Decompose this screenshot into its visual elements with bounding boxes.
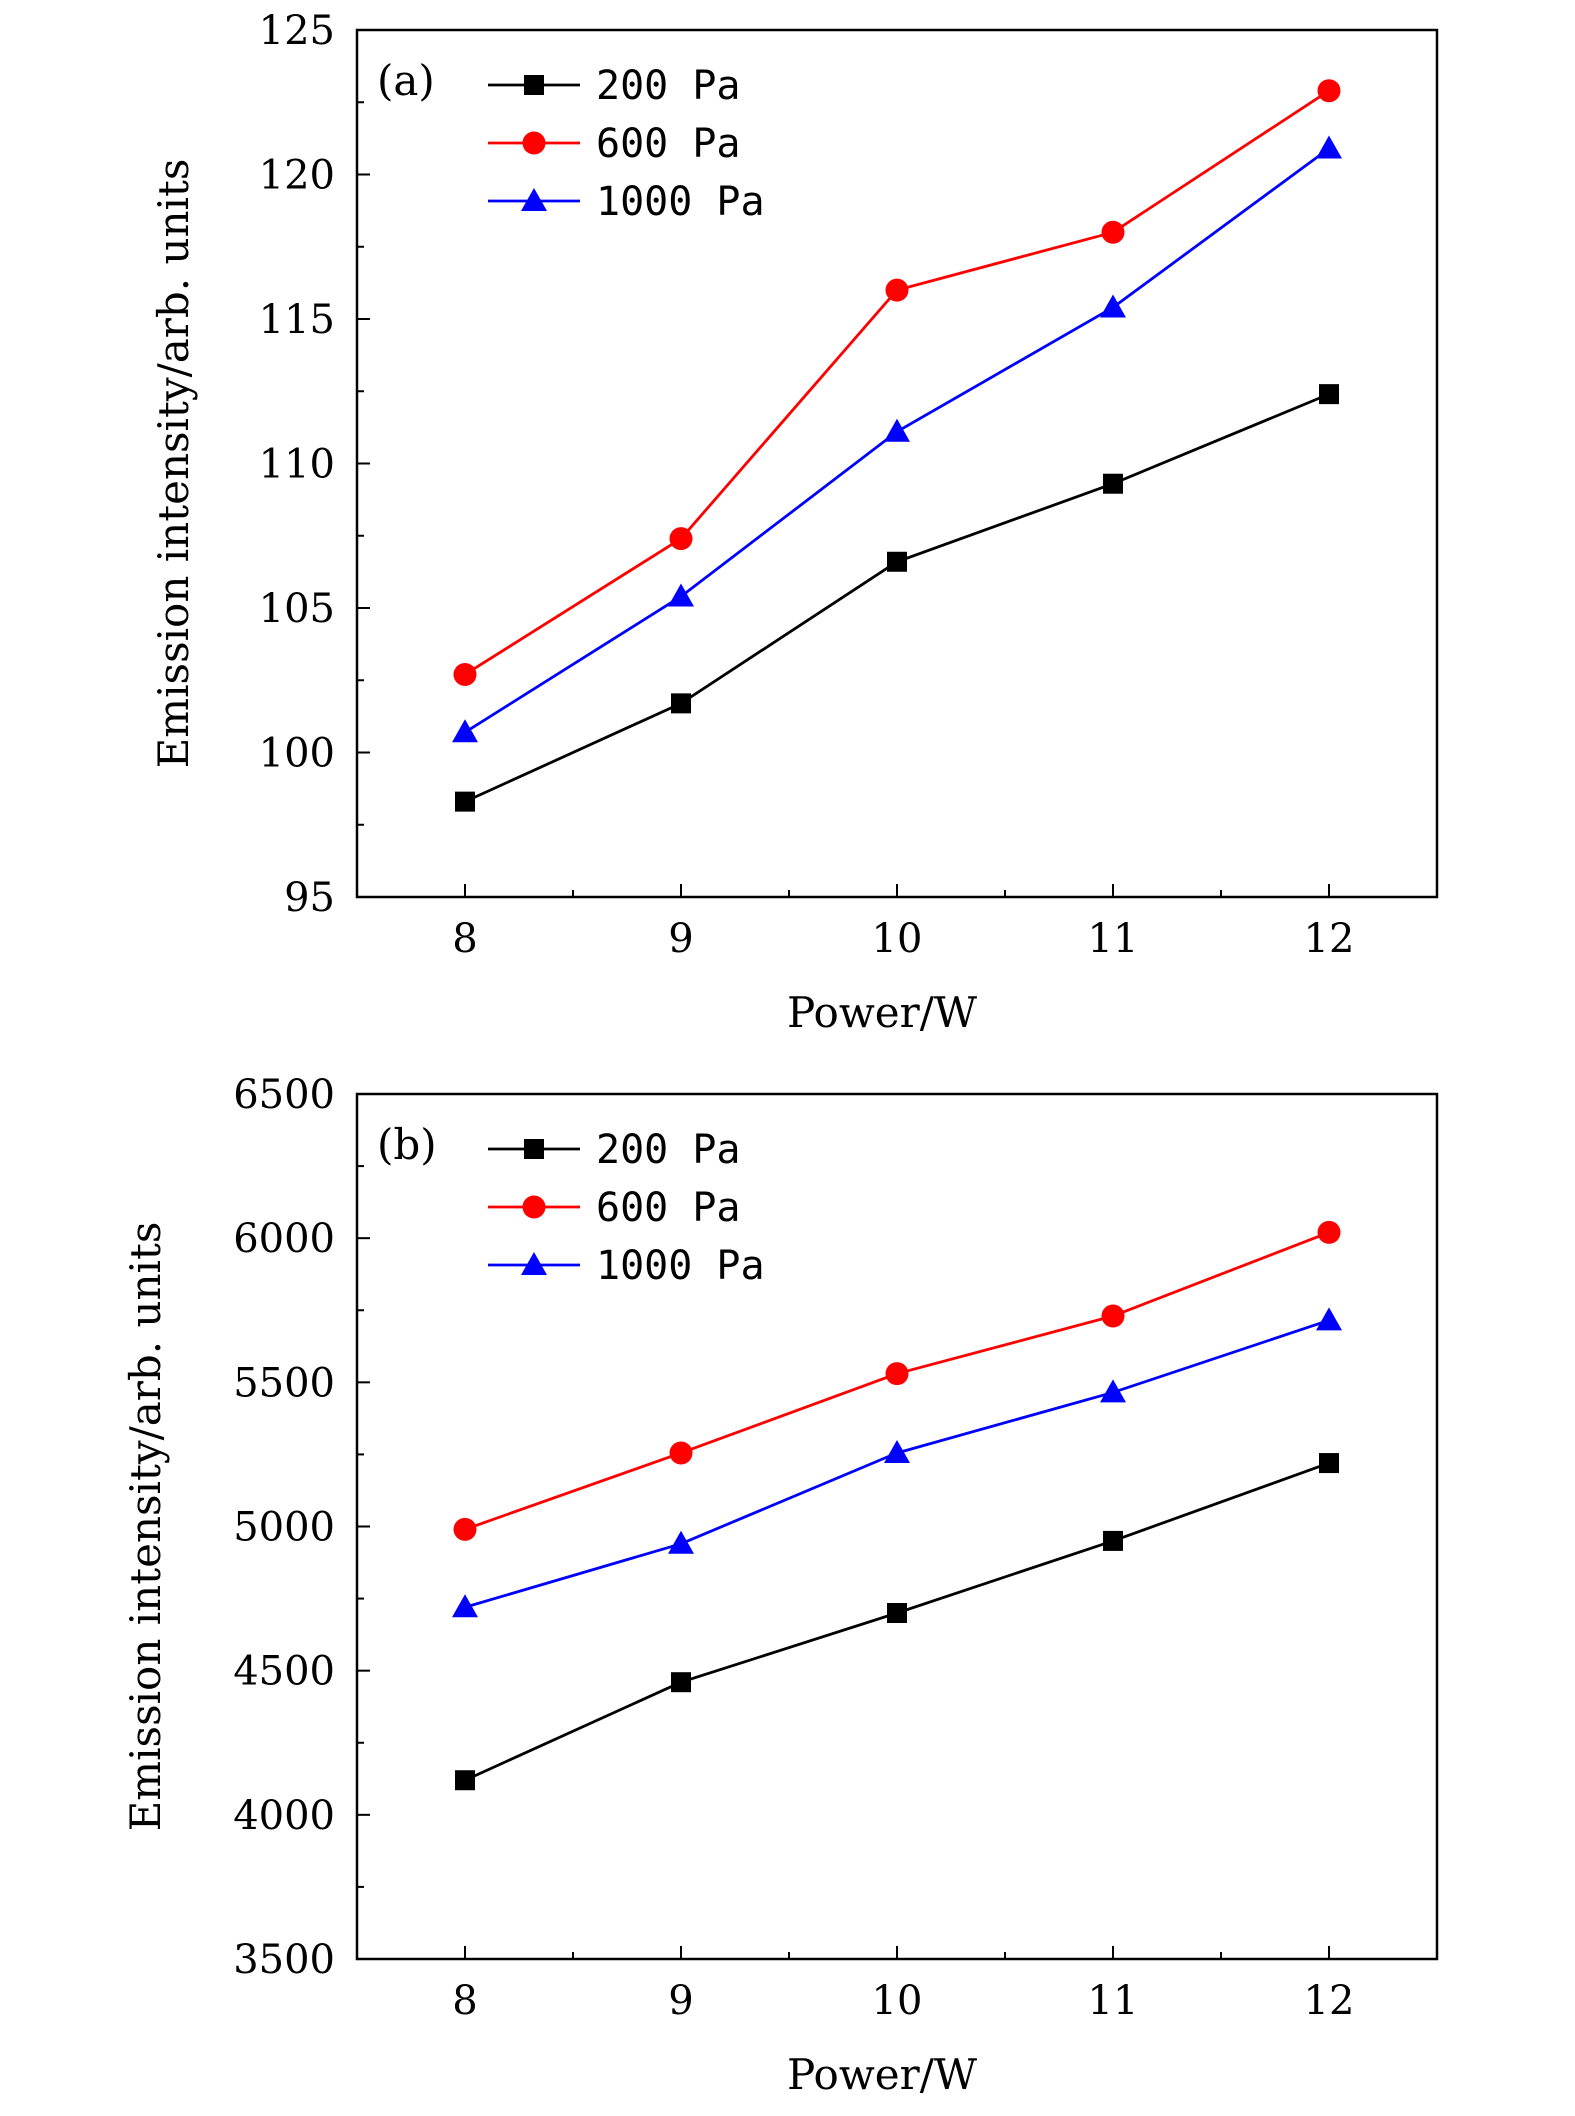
data-point-1000-pa-0 [452, 719, 478, 743]
data-point-600-pa-2 [885, 278, 909, 302]
x-tick-label-4: 12 [1304, 916, 1355, 962]
series-line-200-pa [464, 392, 1330, 803]
legend-label-600-pa: 600 Pa [596, 121, 741, 167]
data-point-600-pa-0 [453, 662, 477, 686]
legend: 200 Pa 600 Pa 1000 Pa [488, 1127, 765, 1289]
x-tick-label-1: 9 [668, 916, 693, 962]
x-tick-label-4: 12 [1304, 1978, 1355, 2024]
panel-label: (a) [377, 56, 435, 105]
legend-label-200-pa: 200 Pa [596, 1127, 741, 1173]
data-point-600-pa-1 [669, 527, 693, 551]
y-axis-title: Emission intensity/arb. units [149, 159, 198, 769]
x-axis-title: Power/W [787, 2050, 978, 2099]
plot-frame [355, 1092, 1439, 1961]
y-tick-label-2: 105 [259, 586, 335, 632]
data-point-600-pa-0 [453, 1517, 477, 1541]
data-point-1000-pa-0 [452, 1594, 478, 1618]
series-200-pa [455, 384, 1339, 812]
data-point-200-pa-1 [671, 693, 691, 714]
chart-panel-a: 8 9 10 11 12 95 100 105 110 115 120 125 Power/W Emiss… [149, 8, 1439, 1037]
y-tick-label-4: 5500 [233, 1360, 335, 1406]
y-tick-label-5: 6000 [233, 1216, 335, 1262]
data-point-1000-pa-3 [1100, 1379, 1126, 1403]
x-tick-label-0: 8 [452, 916, 477, 962]
data-point-200-pa-1 [671, 1672, 691, 1693]
data-point-1000-pa-4 [1316, 135, 1342, 159]
y-tick-label-6: 6500 [233, 1072, 335, 1118]
legend-label-200-pa: 200 Pa [596, 63, 741, 109]
legend-marker-200-pa [524, 1139, 544, 1159]
y-tick-label-2: 4500 [233, 1649, 335, 1695]
chart-panel-b: 8 9 10 11 12 3500 4000 4500 5000 5500 6000 6500 Powe… [121, 1072, 1439, 2099]
data-point-200-pa-0 [455, 1770, 475, 1791]
x-tick-label-3: 11 [1088, 916, 1139, 962]
series-1000-pa [452, 135, 1342, 743]
y-tick-label-3: 110 [259, 442, 335, 488]
data-point-200-pa-0 [455, 791, 475, 812]
y-tick-label-1: 4000 [233, 1793, 335, 1839]
x-axis-title: Power/W [787, 988, 978, 1037]
data-point-600-pa-4 [1317, 1220, 1341, 1244]
y-tick-label-6: 125 [259, 8, 335, 54]
series-600-pa [453, 79, 1341, 686]
data-point-1000-pa-4 [1316, 1307, 1342, 1331]
data-point-600-pa-3 [1101, 1304, 1125, 1328]
y-axis-title: Emission intensity/arb. units [121, 1222, 170, 1832]
y-tick-label-0: 3500 [233, 1937, 335, 1983]
y-tick-label-4: 115 [259, 297, 335, 343]
x-tick-label-3: 11 [1088, 1978, 1139, 2024]
data-point-200-pa-2 [887, 551, 907, 572]
data-point-1000-pa-2 [884, 1439, 910, 1463]
legend-marker-1000-pa [521, 1252, 547, 1275]
data-point-1000-pa-1 [668, 583, 694, 607]
legend-label-1000-pa: 1000 Pa [596, 179, 765, 225]
data-point-200-pa-2 [887, 1603, 907, 1623]
series-200-pa [455, 1453, 1339, 1791]
legend-label-600-pa: 600 Pa [596, 1185, 741, 1231]
series-line-600-pa [464, 89, 1330, 676]
y-tick-label-0: 95 [284, 875, 335, 921]
data-point-1000-pa-2 [884, 418, 910, 442]
legend-marker-600-pa [522, 1195, 546, 1219]
legend-marker-200-pa [524, 75, 544, 95]
panel-label: (b) [377, 1120, 437, 1169]
data-point-200-pa-4 [1319, 1453, 1339, 1474]
legend-label-1000-pa: 1000 Pa [596, 1243, 765, 1289]
y-tick-label-1: 100 [259, 731, 335, 777]
y-tick-label-5: 120 [259, 153, 335, 199]
x-tick-label-1: 9 [668, 1978, 693, 2024]
x-tick-label-2: 10 [872, 916, 923, 962]
data-point-1000-pa-3 [1100, 294, 1126, 318]
data-point-200-pa-4 [1319, 384, 1339, 405]
legend-marker-1000-pa [521, 188, 547, 211]
data-point-600-pa-2 [885, 1362, 909, 1386]
data-point-600-pa-3 [1101, 220, 1125, 244]
data-point-200-pa-3 [1103, 473, 1123, 494]
x-tick-label-2: 10 [872, 1978, 923, 2024]
series-600-pa [453, 1220, 1341, 1541]
legend: 200 Pa 600 Pa 1000 Pa [488, 63, 765, 225]
data-point-1000-pa-1 [668, 1530, 694, 1554]
data-point-600-pa-1 [669, 1441, 693, 1465]
data-point-200-pa-3 [1103, 1530, 1123, 1551]
legend-marker-600-pa [522, 131, 546, 155]
plot-frame [355, 28, 1439, 899]
series-1000-pa [452, 1307, 1342, 1618]
x-tick-label-0: 8 [452, 1978, 477, 2024]
data-point-600-pa-4 [1317, 79, 1341, 103]
y-tick-label-3: 5000 [233, 1505, 335, 1551]
